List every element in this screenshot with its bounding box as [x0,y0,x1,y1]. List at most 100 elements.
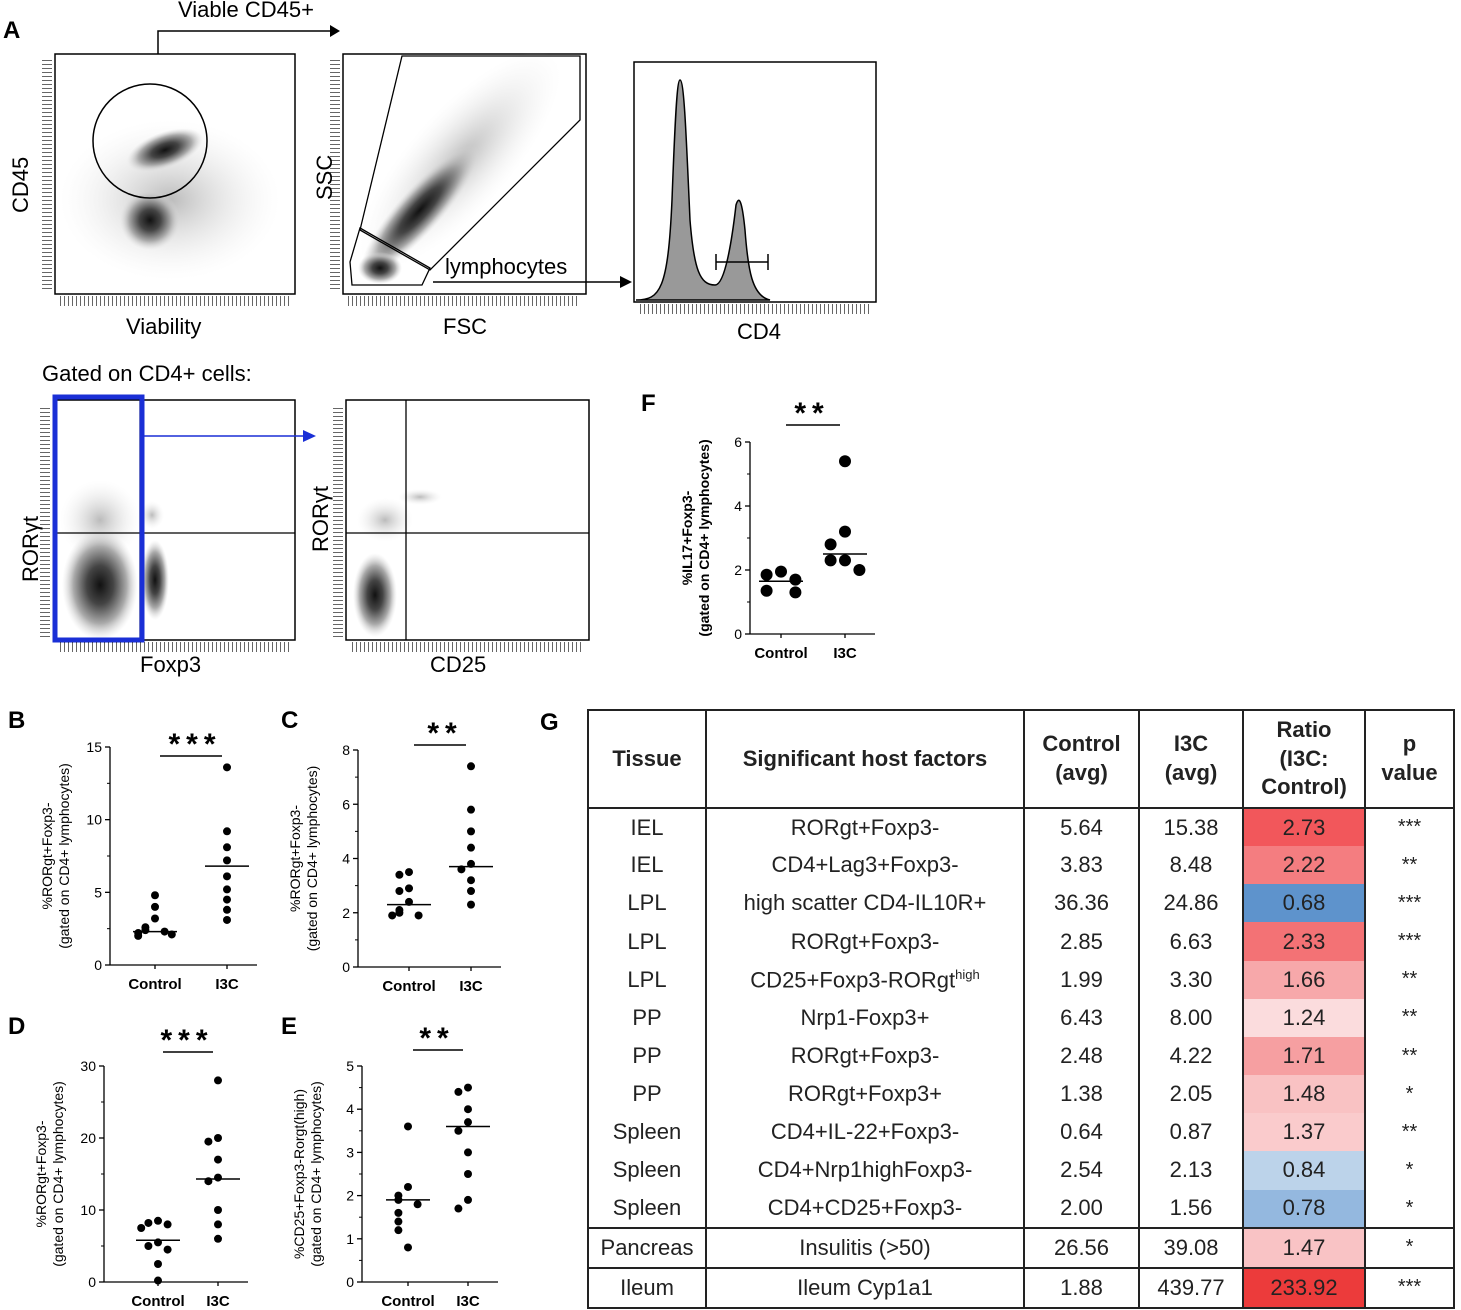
x-category-label: Control [382,978,435,995]
cell-tissue: LPL [587,884,707,923]
y-tick-label: 0 [342,959,350,975]
x-category-label: I3C [215,976,239,993]
table-row: LPL CD25+Foxp3-RORgthigh 1.99 3.30 1.66 ** [587,960,1455,999]
cell-i3c: 3.30 [1138,960,1244,999]
table-row: LPL RORgt+Foxp3- 2.85 6.63 2.33 *** [587,922,1455,961]
cell-factor: CD25+Foxp3-RORgthigh [705,960,1025,999]
panel-letter-c: C [281,707,298,734]
cell-ratio: 1.47 [1242,1226,1366,1268]
data-point-control [167,930,176,939]
data-point-control [395,870,404,879]
data-point-control [413,1200,422,1209]
plot4-ylabel: RORγt [18,516,43,582]
data-point-i3c [214,1173,222,1182]
table-row: Pancreas Insulitis (>50) 26.56 39.08 1.47 * [587,1226,1455,1268]
cell-ratio: 233.92 [1242,1266,1366,1310]
dotplot-c: C 0 2 4 6 8 Control I3C %RORgt+Foxp3- (gated on C… [281,707,501,995]
panel-letter-f: F [641,390,656,417]
panel-letter-d: D [8,1013,25,1040]
cell-factor: RORgt+Foxp3+ [705,1075,1025,1114]
flow-plot-roryt-cd25: CD25 RORγt [308,399,590,677]
cell-i3c: 4.22 [1138,1036,1244,1076]
header-ratio: Ratio (I3C: Control) [1242,709,1366,809]
cell-ratio: 1.37 [1242,1113,1366,1152]
cell-factor: Insulitis (>50) [705,1226,1025,1268]
y-tick-label: 15 [86,739,102,755]
data-point-i3c [214,1234,222,1243]
cell-p: *** [1364,884,1455,923]
plot4-xlabel: Foxp3 [140,652,201,677]
data-point-i3c [223,856,231,865]
y-tick-label: 0 [94,957,102,973]
cell-control: 3.83 [1023,846,1140,885]
cell-control: 2.54 [1023,1151,1140,1190]
y-tick-label: 4 [342,851,350,867]
data-point-control [404,1122,412,1131]
data-point-control [394,1208,403,1217]
plot1-xlabel: Viability [126,314,201,339]
y-axis-title: %RORgt+Foxp3- [39,802,55,909]
viable-cd45-gate-label: Viable CD45+ [178,0,314,22]
y-axis-title: %CD25+Foxp3-Rorgt(high) [291,1089,307,1259]
cell-ratio: 1.48 [1242,1075,1366,1114]
data-point-control [144,1218,153,1227]
cell-ratio: 0.68 [1242,884,1366,923]
plot2-ylabel: SSC [312,155,337,200]
data-point-i3c [824,554,837,567]
cell-tissue: PP [587,998,707,1037]
cell-p: *** [1364,808,1455,847]
cell-factor: CD4+IL-22+Foxp3- [705,1113,1025,1152]
cell-tissue: Spleen [587,1113,707,1152]
cell-tissue: PP [587,1075,707,1114]
cell-control: 2.00 [1023,1189,1140,1228]
cell-i3c: 2.13 [1138,1151,1244,1190]
cell-factor: RORgt+Foxp3- [705,922,1025,961]
table-row: Spleen CD4+IL-22+Foxp3- 0.64 0.87 1.37 ** [587,1113,1455,1152]
data-point-control [137,1224,146,1232]
data-point-control [405,868,413,877]
data-point-control [395,887,404,896]
y-tick-label: 5 [346,1058,354,1074]
cell-p: ** [1364,846,1455,885]
cell-control: 6.43 [1023,998,1140,1037]
data-point-i3c [223,885,231,894]
flow-histogram-cd4: CD4 [633,61,877,344]
x-category-label: I3C [206,1293,230,1310]
plot2-xlabel: FSC [443,314,487,339]
x-category-label: I3C [456,1293,480,1310]
data-point-control [414,911,423,920]
data-point-i3c [454,1087,463,1096]
cell-factor: CD4+CD25+Foxp3- [705,1189,1025,1228]
cell-ratio: 1.66 [1242,960,1366,999]
x-category-label: Control [131,1293,184,1310]
data-point-i3c [839,554,851,567]
y-tick-label: 6 [734,434,742,450]
y-axis-title: (gated on CD4+ lymphocytes) [56,763,72,949]
data-point-i3c [454,1204,463,1213]
cell-p: * [1364,1189,1455,1228]
host-factors-table: Tissue Significant host factors Control(… [587,709,1455,1310]
flow-plot-cd45-viability: Viability CD45 [8,53,296,339]
header-i3c: I3C (avg) [1138,709,1244,809]
significance-stars: ** [419,1022,454,1055]
cell-tissue: LPL [587,960,707,999]
data-point-i3c [467,900,475,909]
cell-i3c: 1.56 [1138,1189,1244,1228]
cell-tissue: Spleen [587,1151,707,1190]
y-tick-label: 20 [80,1130,96,1146]
y-axis-title: %IL17+Foxp3- [679,490,695,585]
data-point-i3c [464,1105,472,1114]
cell-factor: CD4+Lag3+Foxp3- [705,846,1025,885]
data-point-i3c [223,763,231,772]
cell-ratio: 2.33 [1242,922,1366,961]
data-point-i3c [214,1076,222,1085]
y-tick-label: 6 [342,796,350,812]
cell-tissue: Spleen [587,1189,707,1228]
data-point-i3c [467,762,475,771]
cell-i3c: 8.00 [1138,998,1244,1037]
cell-p: ** [1364,960,1455,999]
header-factors: Significant host factors [705,709,1025,809]
data-point-i3c [454,1126,463,1135]
gated-on-cd4-label: Gated on CD4+ cells: [42,361,252,386]
